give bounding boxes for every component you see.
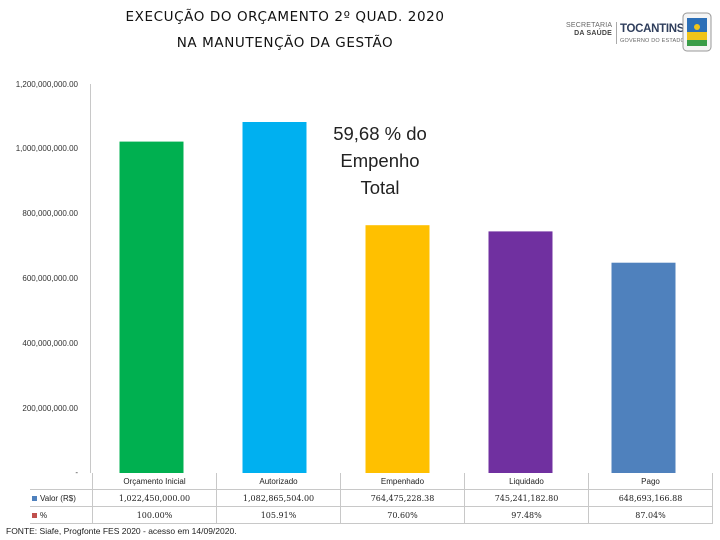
logo-divider — [616, 22, 617, 44]
y-tick-label: 600,000,000.00 — [22, 274, 78, 283]
chart-title-line1: EXECUÇÃO DO ORÇAMENTO 2º QUAD. 2020 — [125, 9, 445, 25]
row-label: Valor (R$) — [30, 489, 93, 507]
y-tick-label: 400,000,000.00 — [22, 339, 78, 348]
category-label: Liquidado — [464, 473, 589, 490]
tocantins-logo: TOCANTINS — [620, 23, 685, 35]
bar-pago — [611, 262, 676, 473]
annotation-line: Empenho — [340, 150, 420, 171]
y-tick-label: 200,000,000.00 — [22, 404, 78, 413]
category-label: Autorizado — [216, 473, 341, 490]
y-tick-label: 1,200,000,000.00 — [15, 80, 78, 89]
table-cell: 1,082,865,504.00 — [216, 489, 341, 507]
table-cell: 648,693,166.88 — [588, 489, 713, 507]
annotation-line: 59,68 % do — [333, 123, 427, 144]
table-cell: 745,241,182.80 — [464, 489, 589, 507]
y-axis-line — [90, 84, 91, 473]
annotation-line: Total — [360, 177, 400, 198]
category-label: Empenhado — [340, 473, 465, 490]
da-saude-text: DA SAÚDE — [574, 30, 612, 37]
bar-or-amento-inicial — [119, 141, 184, 473]
category-label: Pago — [588, 473, 713, 490]
table-row-valor: Valor (R$) 1,022,450,000.00 1,082,865,50… — [30, 489, 713, 507]
logos-area: SECRETARIA DA SAÚDE TOCANTINS GOVERNO DO… — [560, 8, 720, 58]
legend-swatch — [32, 495, 37, 501]
legend-swatch — [32, 512, 37, 518]
bar-autorizado — [242, 122, 307, 473]
bar-liquidado — [488, 231, 553, 473]
bar-empenhado — [365, 225, 430, 473]
source-footnote: FONTE: Siafe, Progfonte FES 2020 - acess… — [6, 526, 237, 536]
row-label-text: Valor (R$) — [40, 493, 76, 503]
category-row: Orçamento Inicial Autorizado Empenhado L… — [30, 473, 713, 490]
table-cell: 105.91% — [216, 506, 341, 524]
table-cell: 97.48% — [464, 506, 589, 524]
table-cell: 100.00% — [92, 506, 217, 524]
table-row-percent: % 100.00% 105.91% 70.60% 97.48% 87.04% — [30, 506, 713, 524]
y-tick-label: 1,000,000,000.00 — [15, 144, 78, 153]
table-cell: 764,475,228.38 — [340, 489, 465, 507]
governo-text: GOVERNO DO ESTADO — [620, 38, 686, 44]
secretaria-logo: SECRETARIA DA SAÚDE — [566, 22, 612, 38]
table-cell: 87.04% — [588, 506, 713, 524]
y-tick-label: 800,000,000.00 — [22, 209, 78, 218]
secretaria-text: SECRETARIA — [566, 22, 613, 29]
table-corner — [30, 473, 93, 490]
y-tick-label: - — [75, 468, 78, 477]
chart-title-line2: NA MANUTENÇÃO DA GESTÃO — [176, 35, 394, 51]
table-cell: 1,022,450,000.00 — [92, 489, 217, 507]
category-label: Orçamento Inicial — [92, 473, 217, 490]
row-label: % — [30, 506, 93, 524]
empenho-annotation: 59,68 % do Empenho Total — [328, 120, 432, 201]
data-table: Orçamento Inicial Autorizado Empenhado L… — [30, 473, 713, 524]
table-cell: 70.60% — [340, 506, 465, 524]
state-seal-icon — [682, 12, 712, 52]
row-label-text: % — [40, 510, 48, 520]
